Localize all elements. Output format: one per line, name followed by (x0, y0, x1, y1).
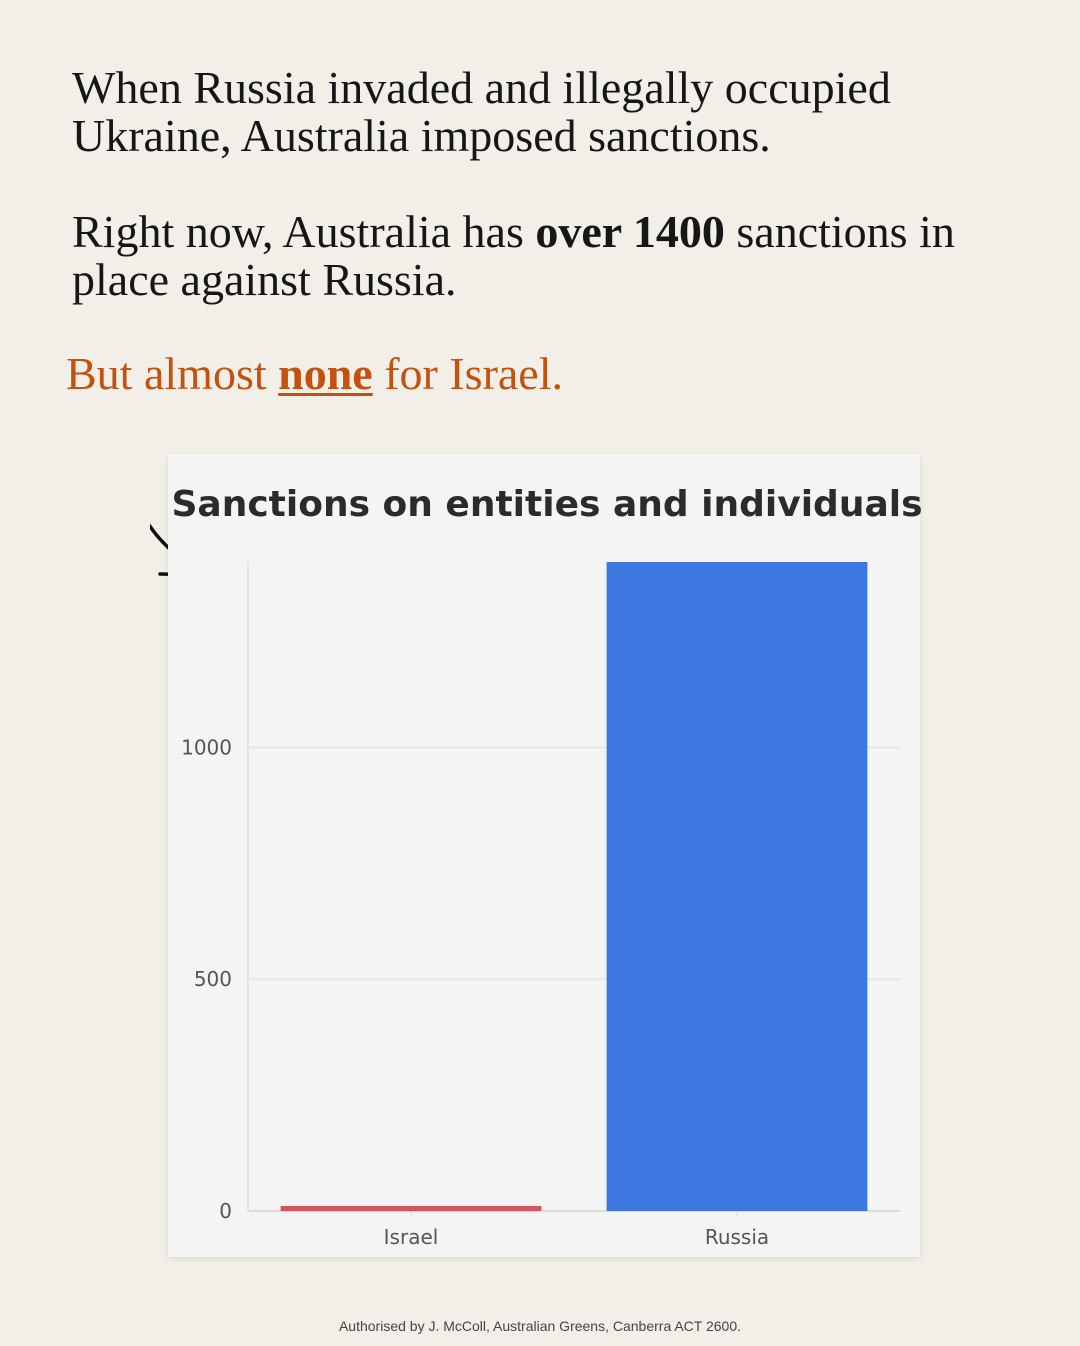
y-tick-label: 0 (219, 1199, 232, 1223)
accent-bold: none (278, 348, 373, 399)
chart-title: Sanctions on entities and individuals (171, 484, 923, 525)
x-tick-label: Israel (384, 1225, 439, 1249)
bar-israel (280, 1206, 542, 1211)
y-tick-label: 500 (194, 967, 232, 991)
intro-line-2-end: sanctions in place against Russia. (72, 206, 955, 305)
intro-paragraph-1: When Russia invaded and illegally occupi… (72, 64, 1032, 160)
footer-authorisation: Authorised by J. McColl, Australian Gree… (338, 1318, 742, 1334)
intro-line-1: When Russia invaded and illegally occupi… (72, 62, 891, 161)
x-tick-label: Russia (705, 1225, 769, 1249)
y-tick-label: 1000 (181, 735, 232, 759)
accent-start: But almost (66, 348, 279, 399)
intro-line-2-start: Right now, Australia has (72, 206, 536, 257)
accent-statement: But almost none for Israel. (66, 348, 563, 400)
intro-line-2-bold: over 1400 (535, 206, 725, 257)
chart-bars (280, 562, 868, 1211)
accent-end: for Israel. (372, 348, 564, 399)
intro-paragraph-2: Right now, Australia has over 1400 sanct… (72, 208, 1032, 304)
chart-labels: 0 500 1000 Israel Russia (181, 735, 769, 1249)
bar-russia (606, 562, 868, 1211)
